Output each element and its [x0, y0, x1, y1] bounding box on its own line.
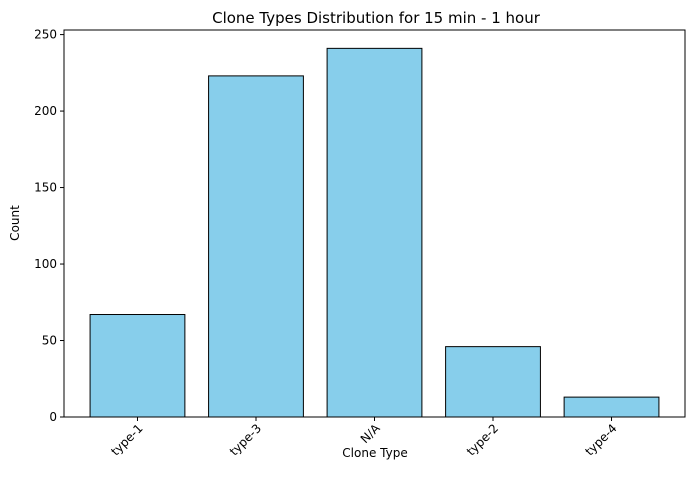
y-tick-label: 200: [34, 104, 57, 118]
bar-type-1: [89, 314, 186, 418]
x-tick-label: type-2: [464, 421, 501, 458]
y-tick-label: 150: [34, 181, 57, 195]
bar-type-4: [563, 396, 660, 418]
y-tick-label: 0: [49, 410, 57, 424]
x-tick-label: N/A: [358, 421, 383, 446]
bar-type-2: [445, 346, 541, 418]
y-tick-label: 100: [34, 257, 57, 271]
x-axis-label: Clone Type: [342, 446, 407, 460]
y-axis: 0 50 100 150 200 250: [34, 28, 64, 424]
bar-n-a: [326, 47, 423, 418]
x-tick-label: type-3: [227, 421, 264, 458]
y-tick-label: 250: [34, 28, 57, 42]
y-axis-label: Count: [8, 205, 22, 241]
x-tick-label: type-1: [108, 421, 145, 458]
x-tick-label: type-4: [582, 421, 619, 458]
bar-type-3: [208, 75, 304, 418]
plot-frame: [63, 29, 686, 418]
chart-title: Clone Types Distribution for 15 min - 1 …: [212, 9, 541, 27]
bars-group: [89, 47, 660, 418]
y-tick-label: 50: [42, 334, 57, 348]
